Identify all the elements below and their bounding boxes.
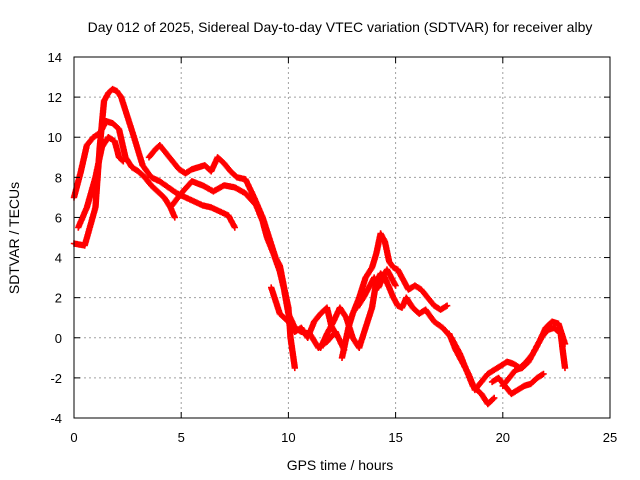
satellite-track-12: [499, 324, 569, 390]
satellite-track-11-markers: [488, 370, 547, 398]
y-tick-label: -2: [50, 371, 62, 386]
y-tick-label: 10: [48, 130, 62, 145]
data-points: [70, 85, 569, 408]
y-tick-label: 2: [55, 291, 62, 306]
axis-ticks: 0 5 10 15 20 25 -4 -2 0 2 4 6 8 10 12 14: [48, 50, 618, 445]
y-tick-label: 12: [48, 90, 62, 105]
satellite-track-3: [75, 134, 127, 231]
y-axis-label: SDTVAR / TECUs: [6, 182, 22, 294]
x-tick-label: 10: [281, 430, 295, 445]
x-axis-label: GPS time / hours: [287, 457, 394, 473]
y-tick-label: 4: [55, 251, 62, 266]
y-tick-label: 0: [55, 331, 62, 346]
plot-frame: [73, 56, 611, 419]
satellite-track-9-markers: [353, 266, 399, 311]
x-tick-label: 5: [178, 430, 185, 445]
x-tick-label: 25: [603, 430, 617, 445]
satellite-track-9: [353, 266, 399, 311]
x-tick-label: 15: [388, 430, 402, 445]
x-tick-label: 20: [496, 430, 510, 445]
y-tick-label: 8: [55, 170, 62, 185]
grid-lines: [74, 57, 610, 418]
chart-title: Day 012 of 2025, Sidereal Day-to-day VTE…: [88, 19, 593, 35]
y-tick-label: 14: [48, 50, 62, 65]
satellite-track-12-markers: [499, 324, 569, 390]
y-tick-label: -4: [50, 411, 62, 426]
x-tick-label: 0: [70, 430, 77, 445]
satellite-track-3-markers: [75, 134, 127, 231]
y-tick-label: 6: [55, 210, 62, 225]
satellite-track-11: [488, 370, 547, 398]
